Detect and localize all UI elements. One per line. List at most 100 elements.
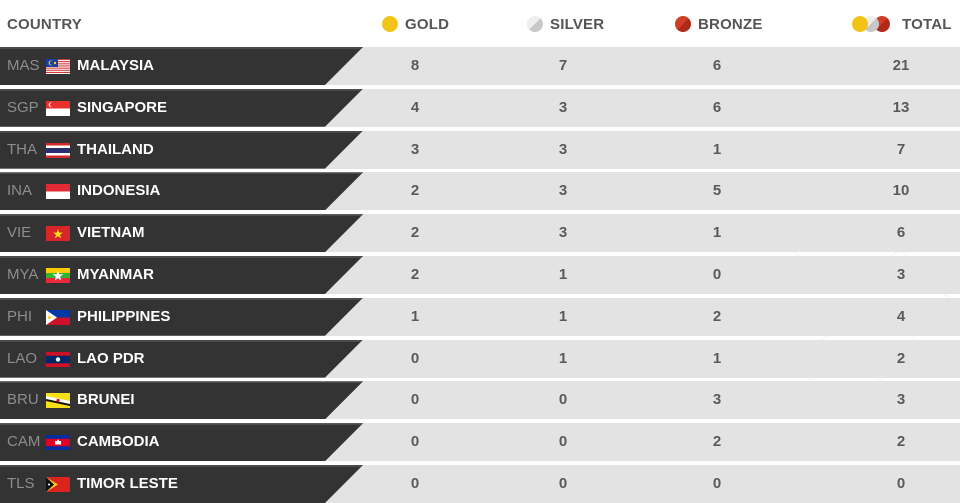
brunei-flag-icon: [46, 393, 70, 409]
bronze-count: 6: [712, 57, 722, 74]
bronze-medal-icon: [675, 16, 691, 32]
country-code: TLS: [7, 475, 35, 492]
total-count: 2: [896, 349, 906, 367]
philippines-flag-icon: [46, 309, 70, 325]
gold-count: 0: [410, 433, 420, 451]
thailand-flag-icon: [46, 142, 70, 158]
country-name: PHILIPPINES: [77, 307, 171, 325]
gold-count: 2: [410, 224, 420, 242]
myanmar-flag-icon: [46, 268, 70, 283]
silver-count: 0: [558, 391, 568, 409]
country-name: LAO PDR: [77, 349, 145, 367]
country-name: VIETNAM: [77, 224, 145, 242]
bronze-count: 1: [712, 140, 722, 158]
bronze-count: 1: [712, 349, 722, 367]
gold-count: 2: [410, 266, 420, 283]
silver-count: 0: [558, 475, 568, 492]
table-row[interactable]: PHI PHILIPPINES 1 1 2 4: [0, 297, 960, 336]
total-count: 7: [896, 140, 906, 158]
total-count: 13: [892, 98, 910, 116]
timor-leste-flag-icon: [46, 477, 70, 492]
header-bronze[interactable]: BRONZE: [675, 14, 763, 34]
table-row[interactable]: MAS MALAYSIA 8 7 6 21: [0, 47, 960, 85]
gold-count: 0: [410, 475, 420, 492]
header-total[interactable]: TOTAL: [852, 14, 952, 34]
silver-medal-icon: [527, 16, 543, 32]
bronze-count: 3: [712, 391, 722, 409]
total-count: 21: [892, 57, 910, 74]
table-row[interactable]: TLS TIMOR LESTE 0 0 0 0: [0, 465, 960, 503]
bronze-count: 0: [712, 475, 722, 492]
laos-flag-icon: [46, 351, 70, 367]
medal-table-header: COUNTRY GOLD SILVER BRONZE TOTAL: [0, 0, 960, 47]
silver-count: 1: [558, 349, 568, 367]
country-code: THA: [7, 140, 37, 158]
country-code: BRU: [7, 391, 39, 409]
total-count: 4: [896, 307, 906, 325]
country-name: THAILAND: [77, 140, 154, 158]
country-name: MALAYSIA: [77, 57, 154, 74]
singapore-flag-icon: [46, 100, 70, 116]
malaysia-flag-icon: [46, 59, 70, 74]
header-country[interactable]: COUNTRY: [7, 14, 82, 34]
table-row[interactable]: BRU BRUNEI 0 0 3 3: [0, 381, 960, 420]
country-name: TIMOR LESTE: [77, 475, 178, 492]
country-name: MYANMAR: [77, 266, 154, 283]
gold-count: 0: [410, 391, 420, 409]
bronze-count: 1: [712, 224, 722, 242]
table-row[interactable]: THA THAILAND 3 3 1 7: [0, 130, 960, 169]
header-total-label: TOTAL: [902, 15, 952, 33]
country-name: BRUNEI: [77, 391, 135, 409]
header-gold[interactable]: GOLD: [382, 14, 449, 34]
total-medals-icon: [852, 16, 896, 32]
bronze-count: 5: [712, 182, 722, 200]
header-country-label: COUNTRY: [7, 15, 83, 33]
silver-count: 3: [558, 98, 568, 116]
table-row[interactable]: VIE VIETNAM 2 3 1 6: [0, 214, 960, 253]
silver-count: 3: [558, 224, 568, 242]
gold-medal-icon: [382, 16, 398, 32]
bronze-count: 6: [712, 98, 722, 116]
table-row[interactable]: LAO LAO PDR 0 1 1 2: [0, 339, 960, 378]
gold-count: 2: [410, 182, 420, 200]
silver-count: 3: [558, 140, 568, 158]
country-code: SGP: [7, 98, 39, 116]
total-count: 3: [896, 266, 906, 283]
country-code: CAM: [7, 433, 41, 451]
gold-count: 0: [410, 349, 420, 367]
cambodia-flag-icon: [46, 435, 70, 451]
gold-count: 3: [410, 140, 420, 158]
total-count: 0: [896, 475, 906, 492]
gold-count: 8: [410, 57, 420, 74]
country-name: INDONESIA: [77, 182, 161, 200]
header-silver-label: SILVER: [550, 15, 605, 33]
header-gold-label: GOLD: [405, 15, 450, 33]
silver-count: 3: [558, 182, 568, 200]
country-name: SINGAPORE: [77, 98, 168, 116]
bronze-count: 0: [712, 266, 722, 283]
country-code: MAS: [7, 57, 40, 74]
table-row[interactable]: MYA MYANMAR 2 1 0 3: [0, 256, 960, 294]
bronze-count: 2: [712, 307, 722, 325]
silver-count: 1: [558, 307, 568, 325]
country-name: CAMBODIA: [77, 433, 160, 451]
silver-count: 0: [558, 433, 568, 451]
header-silver[interactable]: SILVER: [527, 14, 604, 34]
vietnam-flag-icon: [46, 226, 70, 242]
total-count: 6: [896, 224, 906, 242]
country-code: MYA: [7, 266, 39, 283]
total-count: 2: [896, 433, 906, 451]
bronze-count: 2: [712, 433, 722, 451]
table-row[interactable]: CAM CAMBODIA 0 0 2 2: [0, 423, 960, 462]
gold-count: 1: [410, 307, 420, 325]
silver-count: 1: [558, 266, 568, 283]
silver-count: 7: [558, 57, 568, 74]
table-row[interactable]: SGP SINGAPORE 4 3 6 13: [0, 88, 960, 127]
indonesia-flag-icon: [46, 184, 70, 200]
country-code: PHI: [7, 307, 33, 325]
country-code: LAO: [7, 349, 38, 367]
total-count: 3: [896, 391, 906, 409]
gold-count: 4: [410, 98, 420, 116]
country-code: INA: [7, 182, 33, 200]
table-row[interactable]: INA INDONESIA 2 3 5 10: [0, 172, 960, 211]
